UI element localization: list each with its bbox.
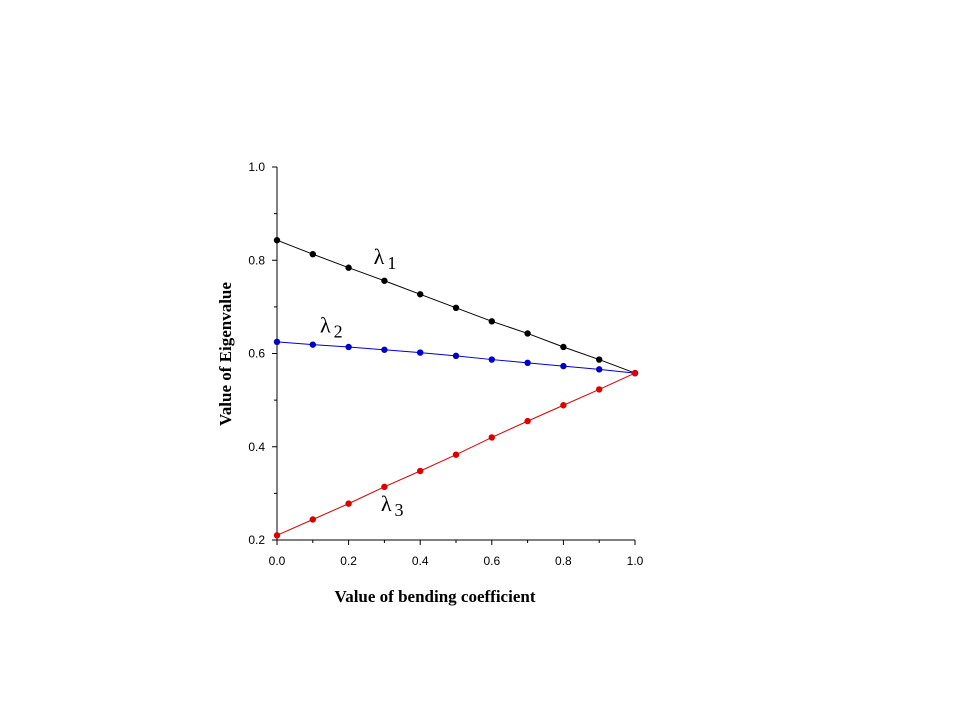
- data-point: [452, 304, 460, 312]
- y-tick-label: 0.8: [248, 253, 265, 267]
- data-point: [345, 500, 352, 507]
- data-point: [309, 516, 316, 523]
- data-point: [488, 434, 495, 441]
- series-labels: λ 1λ 2λ 3: [320, 244, 404, 520]
- data-point: [345, 343, 352, 351]
- x-axis-title: Value of bending coefficient: [334, 587, 535, 606]
- data-point: [596, 366, 603, 373]
- x-tick-label: 0.2: [340, 554, 357, 568]
- data-point: [345, 264, 352, 271]
- y-tick-label: 0.6: [248, 347, 265, 361]
- x-tick-label: 0.6: [483, 554, 500, 568]
- y-axis-title: Value of Eigenvalue: [216, 282, 235, 426]
- data-point: [524, 330, 531, 337]
- data-point: [524, 359, 531, 367]
- y-tick-label: 0.4: [248, 440, 265, 454]
- series-label-subscript: 1: [387, 253, 396, 273]
- data-point: [488, 318, 495, 325]
- x-tick-label: 0.8: [555, 554, 572, 568]
- data-point: [631, 369, 639, 377]
- data-point: [488, 356, 495, 363]
- data-point: [309, 341, 316, 348]
- data-point: [273, 338, 281, 346]
- series-label-subscript: 2: [334, 322, 343, 342]
- x-tick-label: 1.0: [627, 554, 644, 568]
- data-point: [452, 451, 460, 458]
- axes: 0.2 0.4 0.6 0.8 1.0 0.0 0.2 0.4 0.6 0.8 1.0: [248, 160, 643, 568]
- data-point: [417, 349, 424, 356]
- data-point: [560, 343, 567, 351]
- series-label-symbol: λ: [374, 244, 385, 269]
- data-point: [273, 532, 281, 539]
- data-point: [417, 467, 424, 475]
- series-label-subscript: 3: [394, 500, 403, 520]
- data-point: [560, 402, 567, 409]
- series-2: [273, 338, 639, 377]
- x-tick-label: 0.4: [412, 554, 429, 568]
- series-3: [273, 369, 639, 539]
- data-point: [524, 417, 531, 425]
- series-layer: [273, 237, 639, 539]
- data-point: [560, 362, 567, 370]
- data-point: [273, 237, 281, 244]
- series-label-symbol: λ: [320, 313, 331, 338]
- y-tick-label: 0.2: [248, 533, 265, 547]
- data-point: [452, 352, 460, 360]
- data-point: [381, 277, 388, 284]
- data-point: [596, 386, 603, 393]
- data-point: [381, 346, 388, 353]
- data-point: [596, 356, 603, 363]
- x-tick-label: 0.0: [269, 554, 286, 568]
- data-point: [381, 483, 388, 491]
- data-point: [309, 250, 316, 258]
- data-point: [417, 291, 424, 298]
- series-label-symbol: λ: [381, 491, 392, 516]
- y-tick-label: 1.0: [248, 160, 265, 174]
